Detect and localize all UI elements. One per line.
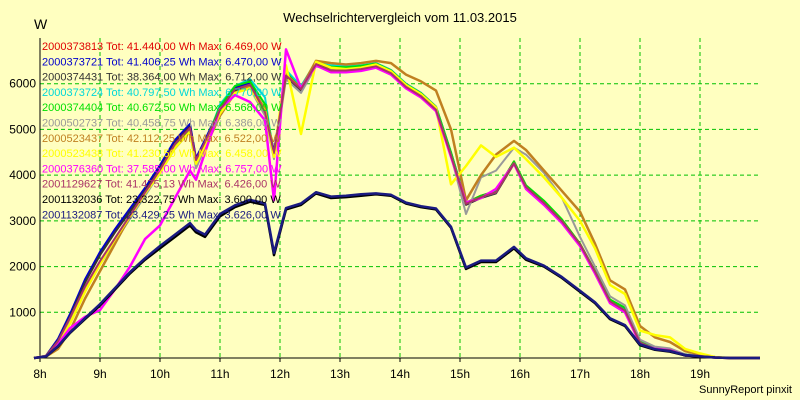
x-tick-label-11: 19h [690,367,710,381]
x-tick-label-7: 15h [450,367,470,381]
legend: 2000373813 Tot: 41.440,00 Wh Max: 6.469,… [42,41,282,221]
footer-credit: SunnyReport pinxit [699,384,792,396]
x-tick-label-10: 18h [630,367,650,381]
chart-title: Wechselrichtervergleich vom 11.03.2015 [283,10,517,25]
y-tick-label-1: 2000 [9,260,36,274]
series-line-11 [33,190,760,360]
legend-entry-4: 2000374404 Tot: 40.672,50 Wh Max: 6.568,… [42,102,282,114]
x-tick-label-6: 14h [390,367,410,381]
legend-entry-8: 2000376360 Tot: 37.585,00 Wh Max: 6.757,… [42,163,282,175]
x-tick-label-2: 10h [150,367,170,381]
x-tick-label-9: 17h [570,367,590,381]
y-tick-label-2: 3000 [9,214,36,228]
grid [39,38,760,358]
x-tick-label-5: 13h [330,367,350,381]
x-tick-label-1: 9h [93,367,106,381]
y-tick-label-3: 4000 [9,168,36,182]
x-tick-label-3: 11h [210,367,229,381]
legend-entry-0: 2000373813 Tot: 41.440,00 Wh Max: 6.469,… [42,41,282,53]
x-tick-label-4: 12h [270,367,290,381]
y-tick-label-5: 6000 [9,77,36,91]
legend-entry-5: 2000502737 Tot: 40.458,75 Wh Max: 6.386,… [42,118,282,130]
y-tick-label-0: 1000 [9,305,36,319]
legend-entry-1: 2000373721 Tot: 41.406,25 Wh Max: 6.470,… [42,56,282,68]
legend-entry-10: 2001132036 Tot: 23.322,75 Wh Max: 3.600,… [42,194,281,206]
legend-entry-11: 2001132087 Tot: 23.429,25 Wh Max: 3.626,… [42,209,281,221]
legend-entry-7: 2000523438 Tot: 41.230,50 Wh Max: 6.458,… [42,148,282,160]
y-axis-unit: W [34,16,48,32]
x-tick-label-8: 16h [510,367,530,381]
legend-entry-9: 2001129627 Tot: 41.475,13 Wh Max: 6.426,… [42,179,281,191]
legend-entry-3: 2000373724 Tot: 40.797,50 Wh Max: 6.770,… [42,87,282,99]
axes: 1000 2000 3000 4000 5000 6000 8h 9h 10h 11h 12h 13h… [9,38,760,381]
y-tick-label-4: 5000 [9,122,36,136]
series-lines [33,48,760,360]
series-line-9 [33,63,760,359]
x-tick-label-0: 8h [33,367,46,381]
legend-entry-2: 2000374431 Tot: 38.364,00 Wh Max: 6.712,… [42,72,282,84]
legend-entry-6: 2000523437 Tot: 42.112,25 Wh Max: 6.522,… [42,133,281,145]
